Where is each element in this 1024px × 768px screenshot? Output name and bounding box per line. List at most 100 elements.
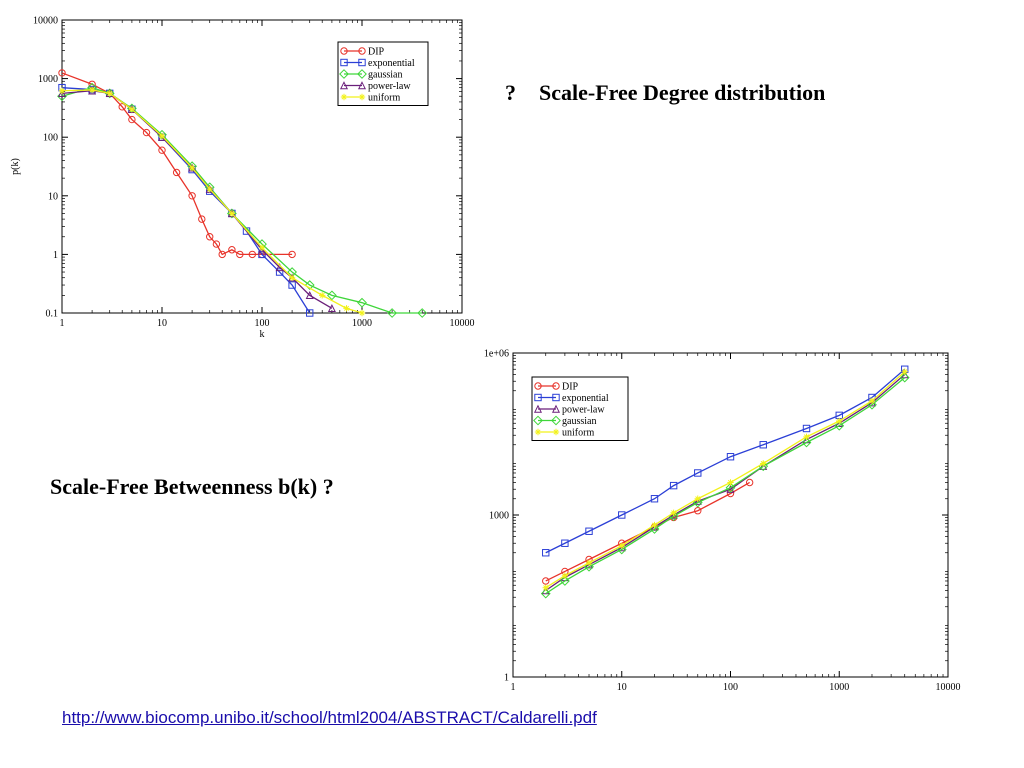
data-point — [727, 479, 734, 486]
data-point — [248, 250, 257, 259]
data-point — [759, 441, 767, 449]
data-point — [561, 539, 569, 547]
data-point — [188, 192, 196, 200]
legend-label: DIP — [368, 47, 385, 58]
data-point — [670, 509, 677, 516]
data-point — [288, 274, 296, 281]
data-point — [542, 584, 549, 591]
series-line — [545, 368, 906, 554]
data-point — [188, 164, 196, 172]
legend-marker — [340, 58, 348, 67]
data-point — [327, 304, 336, 313]
data-point — [104, 88, 115, 99]
data-point — [650, 495, 659, 503]
legend-label: power-law — [368, 81, 411, 92]
data-point — [760, 460, 767, 467]
data-point — [868, 397, 876, 405]
data-point — [669, 481, 678, 490]
series-uniform — [58, 86, 366, 317]
series-gaussian — [540, 372, 910, 599]
data-point — [694, 507, 702, 515]
betweenness-chart: 1 10 100 1000 10000 1 1000 1e+06 DIPexponentialp… — [484, 349, 961, 691]
legend-marker — [339, 69, 349, 79]
data-point — [218, 250, 226, 259]
legend-label: uniform — [368, 93, 400, 104]
data-point — [694, 495, 701, 502]
legend-marker — [533, 415, 543, 426]
y-tick-label: 1000 — [38, 74, 58, 85]
data-point — [387, 308, 398, 318]
data-point — [618, 542, 625, 549]
data-point — [901, 368, 908, 375]
y-tick-label: 1 — [504, 673, 509, 684]
y-tick-label: 1 — [53, 250, 58, 261]
data-point — [616, 544, 627, 555]
legend-label: exponential — [562, 393, 609, 404]
data-point — [57, 89, 67, 98]
data-point — [118, 103, 126, 111]
data-point — [198, 215, 206, 223]
degree-distribution-chart: 1 10 100 1000 100000.1110100100010000kp(k)DI… — [10, 16, 475, 341]
x-tick-label: 1000 — [352, 318, 372, 329]
data-point — [561, 572, 569, 579]
legend-label: gaussian — [368, 70, 402, 81]
data-point — [358, 309, 366, 317]
data-point — [236, 250, 244, 259]
data-point — [326, 290, 337, 301]
x-tick-label: 1 — [511, 682, 516, 690]
source-link[interactable]: http://www.biocomp.unibo.it/school/html2… — [62, 708, 597, 727]
data-point — [228, 210, 236, 217]
data-point — [258, 244, 266, 251]
legend-marker — [534, 393, 542, 402]
data-point — [88, 86, 96, 94]
x-tick-label: 1000 — [829, 682, 849, 690]
data-point — [305, 291, 314, 300]
data-point — [106, 90, 113, 97]
data-point — [306, 309, 314, 317]
y-tick-label: 1e+06 — [484, 349, 509, 360]
legend-marker — [534, 382, 542, 390]
data-point — [226, 208, 237, 219]
data-point — [803, 433, 810, 441]
x-tick-label: 100 — [723, 682, 738, 690]
data-point — [899, 372, 910, 383]
data-point — [540, 588, 551, 599]
y-tick-label: 1000 — [489, 511, 509, 522]
x-tick-label: 1 — [60, 318, 65, 329]
y-tick-label: 100 — [43, 133, 58, 144]
betweenness-heading: Scale-Free Betweenness b(k) ? — [50, 474, 334, 499]
data-point — [128, 106, 136, 113]
data-point — [304, 280, 315, 290]
data-point — [158, 146, 166, 154]
x-tick-label: 100 — [255, 318, 270, 329]
data-point — [212, 240, 221, 248]
data-point — [206, 185, 213, 193]
data-point — [694, 469, 702, 477]
data-point — [542, 577, 550, 585]
data-point — [228, 246, 236, 254]
data-point — [542, 549, 550, 557]
x-tick-label: 10000 — [936, 682, 961, 690]
x-tick-label: 10 — [157, 318, 167, 329]
data-point — [172, 168, 181, 177]
legend-marker — [339, 81, 349, 90]
legend-label: exponential — [368, 58, 415, 69]
legend-marker — [358, 47, 366, 55]
data-point — [802, 424, 811, 433]
minor-ticks — [513, 353, 948, 677]
legend-marker — [551, 415, 561, 426]
data-point — [867, 399, 877, 410]
legend-marker — [552, 428, 560, 436]
data-point — [275, 268, 284, 276]
x-axis-title: k — [260, 329, 265, 340]
data-point — [618, 511, 626, 519]
data-point — [692, 497, 703, 508]
data-point — [258, 250, 266, 259]
data-point — [745, 478, 754, 487]
data-point — [142, 128, 151, 137]
legend-marker — [552, 393, 560, 402]
legend-marker — [552, 382, 560, 390]
data-point — [834, 420, 845, 431]
